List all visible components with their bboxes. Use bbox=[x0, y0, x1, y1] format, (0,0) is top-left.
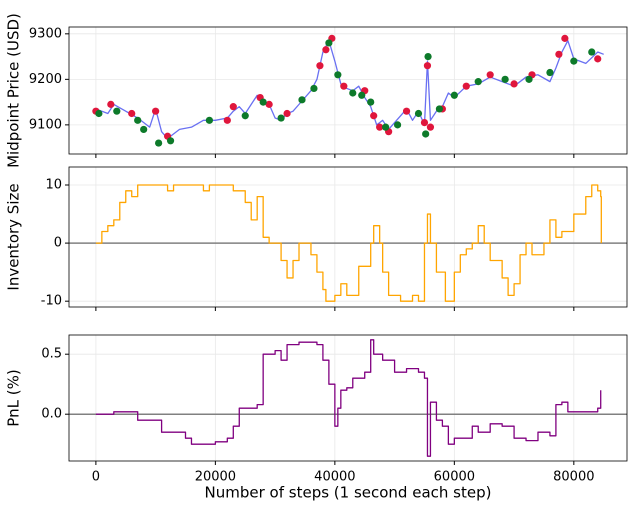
x-tick-label: 20000 bbox=[195, 470, 236, 485]
trade-marker bbox=[474, 78, 482, 86]
trade-marker bbox=[525, 75, 533, 83]
y-axis-label: PnL (%) bbox=[5, 369, 23, 426]
y-axis-label: Inventory Size bbox=[5, 183, 23, 290]
trade-marker bbox=[570, 57, 578, 65]
trade-marker bbox=[128, 109, 136, 118]
trade-marker bbox=[310, 84, 318, 93]
trade-marker bbox=[241, 112, 249, 120]
x-tick-label: 80000 bbox=[553, 470, 594, 485]
y-tick-label: 9200 bbox=[29, 72, 62, 87]
trade-marker bbox=[95, 109, 103, 118]
trade-marker bbox=[358, 91, 366, 99]
trade-marker bbox=[205, 116, 213, 124]
line bbox=[95, 184, 602, 302]
trade-marker bbox=[367, 98, 375, 106]
trade-marker bbox=[152, 107, 160, 115]
trade-marker bbox=[435, 105, 444, 113]
trade-marker bbox=[265, 100, 273, 108]
trade-marker bbox=[316, 62, 324, 70]
trade-marker bbox=[422, 130, 430, 138]
trade-marker bbox=[140, 125, 148, 134]
trade-marker bbox=[426, 123, 435, 131]
trade-marker bbox=[340, 82, 348, 90]
y-tick-label: 9100 bbox=[29, 117, 62, 132]
trade-marker bbox=[424, 52, 432, 61]
trade-marker bbox=[462, 82, 470, 90]
x-tick-label: 40000 bbox=[314, 470, 355, 485]
y-tick-label: 0 bbox=[54, 236, 62, 251]
trade-marker bbox=[107, 100, 115, 108]
trade-marker bbox=[414, 109, 423, 118]
trade-marker bbox=[166, 137, 175, 145]
trade-marker bbox=[298, 96, 306, 104]
trade-marker bbox=[402, 107, 411, 115]
trade-marker bbox=[370, 112, 378, 120]
plot-frame bbox=[68, 166, 628, 308]
trade-marker bbox=[223, 116, 231, 124]
trade-marker bbox=[322, 46, 330, 54]
y-tick-label: -10 bbox=[41, 294, 62, 309]
trade-marker bbox=[349, 89, 357, 97]
plot-frame bbox=[68, 26, 628, 155]
trade-marker bbox=[420, 118, 429, 127]
trade-marker bbox=[510, 80, 518, 88]
trade-marker bbox=[594, 55, 602, 63]
trade-marker bbox=[450, 91, 458, 99]
trade-marker bbox=[113, 107, 121, 115]
plot-frame bbox=[68, 334, 628, 462]
trade-marker bbox=[325, 39, 333, 47]
trade-marker bbox=[393, 121, 402, 129]
x-tick-label: 0 bbox=[92, 470, 100, 485]
y-axis-label: Midpoint Price (USD) bbox=[5, 13, 23, 168]
y-tick-label: 0.5 bbox=[41, 347, 62, 362]
trade-marker bbox=[382, 123, 390, 131]
y-tick-label: 0.0 bbox=[41, 407, 62, 422]
y-tick-label: 9300 bbox=[29, 26, 62, 41]
trade-marker bbox=[501, 75, 509, 83]
trade-marker bbox=[555, 50, 563, 58]
trade-marker bbox=[486, 71, 494, 79]
trade-marker bbox=[561, 34, 569, 42]
line bbox=[95, 339, 602, 457]
line bbox=[95, 40, 604, 140]
trade-marker bbox=[334, 71, 342, 79]
trade-marker bbox=[283, 109, 291, 118]
trade-marker bbox=[134, 116, 142, 124]
x-tick-label: 60000 bbox=[434, 470, 475, 485]
trade-marker bbox=[546, 68, 554, 77]
y-tick-label: 10 bbox=[45, 178, 62, 193]
trade-marker bbox=[229, 103, 237, 111]
trade-marker bbox=[376, 123, 384, 131]
trade-marker bbox=[259, 98, 267, 106]
trade-marker bbox=[277, 114, 285, 122]
trade-marker bbox=[588, 48, 596, 56]
trade-marker bbox=[155, 139, 163, 147]
x-axis-label: Number of steps (1 second each step) bbox=[205, 484, 492, 502]
trade-marker bbox=[423, 62, 432, 70]
